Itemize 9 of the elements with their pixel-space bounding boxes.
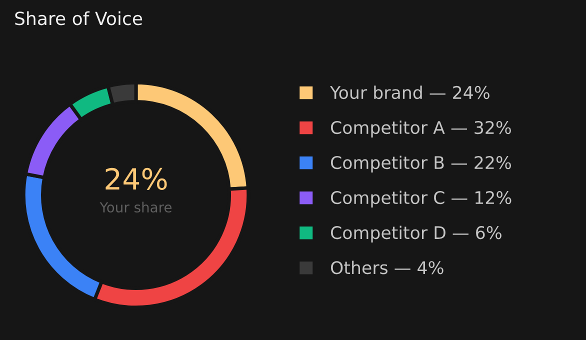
- chart-title: Share of Voice: [15, 11, 142, 26]
- legend-label: Competitor A — 32%: [330, 120, 511, 138]
- legend-label: Others — 4%: [330, 260, 444, 274]
- legend-label: Your brand — 24%: [330, 86, 490, 100]
- legend-label: Competitor B — 22%: [330, 156, 512, 172]
- legend-label: Competitor C — 12%: [330, 190, 512, 208]
- text: 24%: [106, 168, 167, 190]
- text: Your share: [100, 202, 172, 213]
- legend-label: Competitor D — 6%: [330, 226, 502, 243]
